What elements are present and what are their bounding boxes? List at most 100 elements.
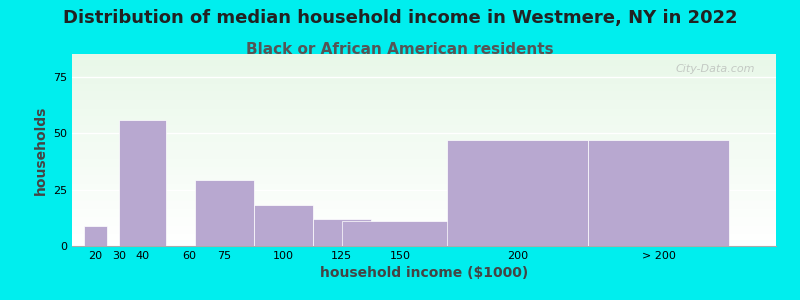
Bar — [72, 195, 776, 196]
Bar — [72, 117, 776, 118]
Bar — [72, 219, 776, 220]
Bar — [72, 134, 776, 135]
Bar — [72, 136, 776, 137]
Bar — [588, 140, 729, 246]
Bar — [72, 81, 776, 82]
Bar — [72, 165, 776, 166]
Bar — [72, 115, 776, 116]
Bar — [72, 108, 776, 109]
Bar — [72, 180, 776, 181]
Bar — [72, 99, 776, 100]
Bar — [72, 238, 776, 239]
Bar — [72, 205, 776, 206]
Bar — [72, 76, 776, 77]
Bar — [72, 125, 776, 126]
Bar — [72, 64, 776, 65]
Bar — [72, 190, 776, 191]
Bar — [72, 194, 776, 195]
Bar — [72, 149, 776, 150]
X-axis label: household income ($1000): household income ($1000) — [320, 266, 528, 280]
Bar — [72, 235, 776, 236]
Bar — [72, 123, 776, 124]
Bar — [72, 107, 776, 108]
Bar — [72, 244, 776, 245]
Bar — [72, 96, 776, 97]
Bar — [72, 176, 776, 177]
Bar — [72, 188, 776, 189]
Bar — [72, 192, 776, 193]
Bar — [313, 219, 371, 246]
Bar — [72, 100, 776, 101]
Bar — [72, 126, 776, 127]
Bar — [72, 146, 776, 147]
Bar — [72, 83, 776, 84]
Bar — [72, 93, 776, 94]
Bar — [72, 79, 776, 80]
Bar — [72, 172, 776, 173]
Bar — [72, 182, 776, 183]
Bar — [72, 204, 776, 205]
Bar — [72, 163, 776, 164]
Bar — [72, 143, 776, 144]
Bar — [72, 130, 776, 131]
Bar — [72, 120, 776, 121]
Bar — [72, 62, 776, 63]
Bar — [72, 209, 776, 211]
Bar — [72, 198, 776, 199]
Bar — [72, 129, 776, 130]
Bar — [72, 142, 776, 143]
Bar — [72, 82, 776, 83]
Bar — [72, 178, 776, 179]
Bar — [72, 98, 776, 99]
Bar — [72, 139, 776, 140]
Bar — [72, 121, 776, 122]
Bar — [72, 119, 776, 120]
Bar — [72, 169, 776, 170]
Bar — [72, 240, 776, 241]
Bar — [72, 110, 776, 111]
Bar — [72, 173, 776, 174]
Bar — [72, 217, 776, 218]
Text: Distribution of median household income in Westmere, NY in 2022: Distribution of median household income … — [62, 9, 738, 27]
Bar — [72, 214, 776, 215]
Bar — [72, 155, 776, 156]
Bar — [72, 167, 776, 168]
Bar — [72, 223, 776, 224]
Bar — [72, 161, 776, 163]
Bar — [72, 122, 776, 123]
Bar — [72, 71, 776, 72]
Bar — [72, 208, 776, 209]
Bar — [72, 233, 776, 235]
Bar — [72, 207, 776, 208]
Bar — [72, 131, 776, 132]
Bar — [254, 205, 313, 246]
Bar — [342, 221, 459, 246]
Bar — [72, 151, 776, 152]
Bar — [72, 112, 776, 113]
Bar — [72, 177, 776, 178]
Bar — [72, 216, 776, 217]
Bar — [72, 113, 776, 115]
Bar — [72, 227, 776, 228]
Bar — [72, 171, 776, 172]
Bar — [72, 242, 776, 243]
Y-axis label: households: households — [34, 105, 47, 195]
Bar — [72, 179, 776, 180]
Bar — [72, 54, 776, 55]
Bar — [72, 150, 776, 151]
Text: Black or African American residents: Black or African American residents — [246, 42, 554, 57]
Bar — [72, 200, 776, 201]
Bar — [72, 236, 776, 237]
Bar — [72, 55, 776, 56]
Bar — [72, 95, 776, 96]
Bar — [72, 213, 776, 214]
Bar — [72, 241, 776, 242]
Bar — [72, 215, 776, 216]
Bar — [72, 94, 776, 95]
Bar — [72, 68, 776, 69]
Bar — [72, 193, 776, 194]
Bar — [72, 168, 776, 169]
Bar — [72, 56, 776, 57]
Bar — [72, 229, 776, 230]
Bar — [72, 199, 776, 200]
